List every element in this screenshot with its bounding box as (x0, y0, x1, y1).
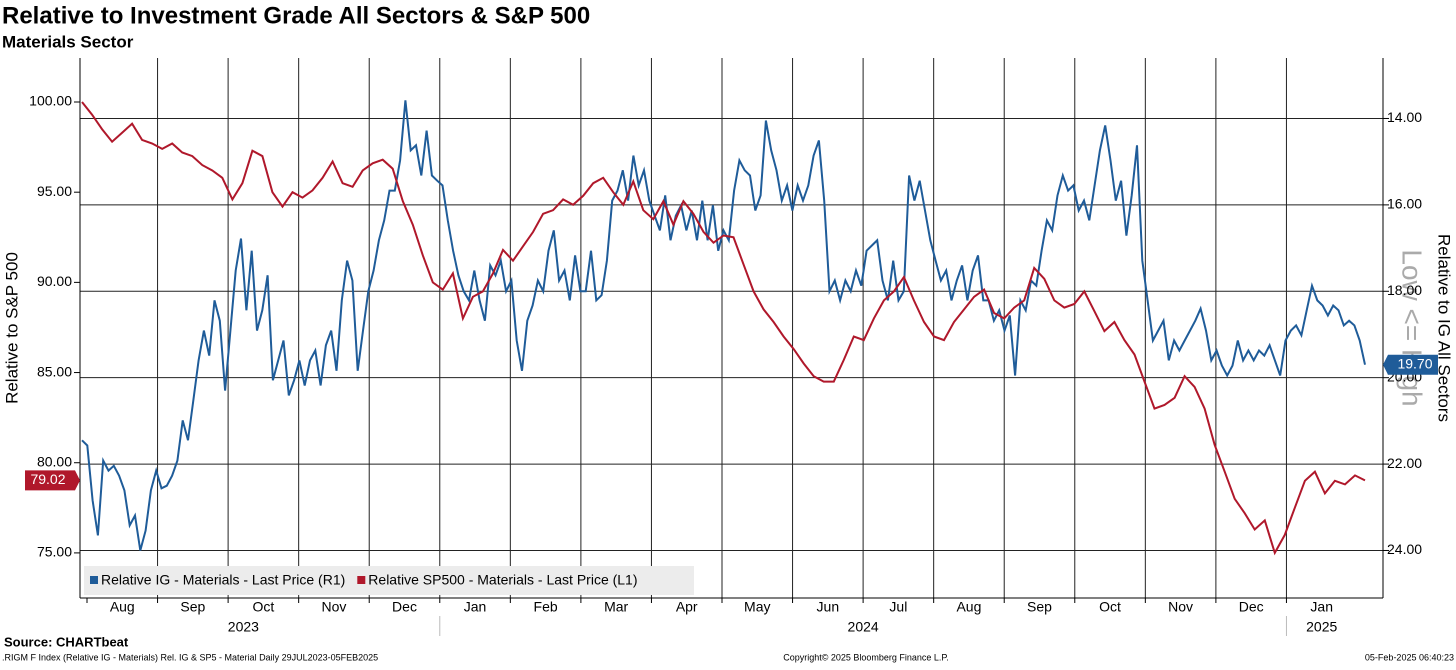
x-tick-label: Nov (321, 599, 346, 615)
watermark: Low <= High (1397, 249, 1428, 406)
year-label: 2024 (848, 619, 879, 635)
y2-tick-label: 24.00 (1387, 541, 1422, 557)
chart-title: Relative to Investment Grade All Sectors… (2, 2, 590, 29)
x-tick-label: Dec (1239, 599, 1264, 615)
x-tick-label: Jun (817, 599, 840, 615)
x-tick-label: Sep (1027, 599, 1052, 615)
x-tick-label: Oct (1099, 599, 1121, 615)
year-label: 2025 (1306, 619, 1337, 635)
x-tick-label: May (744, 599, 770, 615)
y-tick-label: 100.00 (29, 93, 72, 109)
x-tick-label: Aug (110, 599, 135, 615)
legend-label: Relative IG - Materials - Last Price (R1… (101, 572, 345, 588)
x-tick-label: Jul (889, 599, 907, 615)
x-tick-label: Aug (956, 599, 981, 615)
y2-tick-label: 16.00 (1387, 196, 1422, 212)
x-tick-label: Nov (1168, 599, 1193, 615)
y2-tick-label: 18.00 (1387, 282, 1422, 298)
source: Source: CHARTbeat (4, 634, 129, 649)
footer-center: Copyright© 2025 Bloomberg Finance L.P. (783, 652, 949, 662)
x-tick-label: Mar (604, 599, 628, 615)
y-tick-label: 85.00 (37, 363, 72, 379)
end-tag-label: 79.02 (30, 471, 65, 487)
x-tick-label: Jan (464, 599, 487, 615)
legend-label: Relative SP500 - Materials - Last Price … (368, 572, 637, 588)
x-tick-label: Feb (534, 599, 558, 615)
x-tick-label: Jan (1310, 599, 1333, 615)
end-tag (25, 470, 80, 491)
x-tick-label: Oct (252, 599, 274, 615)
y-tick-label: 75.00 (37, 544, 72, 560)
footer-left: .RIGM F Index (Relative IG - Materials) … (2, 652, 378, 662)
y2-tick-label: 14.00 (1387, 109, 1422, 125)
legend-box (84, 566, 694, 595)
y-tick-label: 80.00 (37, 453, 72, 469)
y2-axis-label: Relative to IG All Sectors (1435, 234, 1454, 422)
y-tick-label: 95.00 (37, 183, 72, 199)
legend-swatch (357, 576, 366, 584)
x-tick-label: Dec (392, 599, 417, 615)
end-tag-label: 19.70 (1397, 355, 1432, 371)
end-tag (1383, 354, 1438, 375)
year-label: 2023 (228, 619, 259, 635)
chart-subtitle: Materials Sector (2, 32, 134, 51)
legend-swatch (90, 576, 98, 584)
series-line (81, 100, 1366, 551)
x-tick-label: Sep (180, 599, 205, 615)
y-axis-label: Relative to S&P 500 (2, 252, 21, 404)
x-tick-label: Apr (676, 599, 698, 615)
series-line (81, 101, 1366, 556)
y2-tick-label: 22.00 (1387, 455, 1422, 471)
y-tick-label: 90.00 (37, 273, 72, 289)
footer-right: 05-Feb-2025 06:40:23 (1365, 652, 1454, 662)
